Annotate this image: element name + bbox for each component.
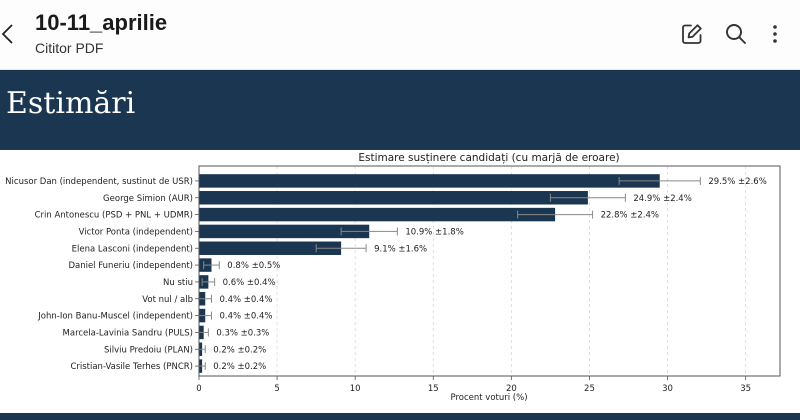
grid-lines bbox=[198, 166, 747, 376]
category-label: Elena Lasconi (independent) bbox=[72, 244, 193, 254]
y-axis: Nicusor Dan (independent, sustinut de US… bbox=[5, 177, 199, 372]
plot-frame bbox=[198, 165, 781, 377]
edit-button[interactable] bbox=[680, 22, 704, 46]
data-label: 29.5% ±2.6% bbox=[708, 177, 766, 187]
x-tick-label: 5 bbox=[274, 384, 279, 394]
x-tick-label: 15 bbox=[428, 384, 439, 394]
section-banner: Estimări bbox=[0, 70, 800, 150]
data-label: 0.6% ±0.4% bbox=[223, 278, 276, 288]
back-chevron-icon bbox=[1, 24, 13, 44]
bars bbox=[199, 174, 660, 373]
document-title: 10-11_aprilie bbox=[35, 10, 168, 35]
bar bbox=[199, 174, 660, 188]
bar bbox=[199, 224, 370, 239]
data-label: 22.8% ±2.4% bbox=[601, 211, 659, 221]
data-label: 24.9% ±2.4% bbox=[633, 194, 691, 204]
chart-title: Estimare susținere candidați (cu marjă d… bbox=[358, 152, 619, 164]
bar bbox=[199, 241, 342, 255]
x-axis: 0 5 10 15 20 25 30 35 bbox=[196, 376, 751, 394]
x-tick-label: 20 bbox=[506, 384, 517, 394]
data-label: 0.4% ±0.4% bbox=[219, 312, 272, 322]
more-vertical-icon bbox=[773, 25, 777, 43]
search-button[interactable] bbox=[724, 22, 748, 46]
bar bbox=[199, 207, 556, 222]
x-tick-label: 25 bbox=[584, 384, 595, 394]
support-estimate-chart: Estimare susținere candidați (cu marjă d… bbox=[0, 150, 800, 413]
app-header: 10-11_aprilie Cititor PDF bbox=[0, 0, 800, 70]
data-label: 0.2% ±0.2% bbox=[213, 362, 266, 372]
back-button[interactable] bbox=[0, 18, 20, 50]
bottom-band bbox=[0, 413, 800, 420]
x-axis-label: Procent voturi (%) bbox=[450, 393, 527, 403]
category-label: Crin Antonescu (PSD + PNL + UDMR) bbox=[35, 211, 193, 221]
data-label: 0.2% ±0.2% bbox=[213, 345, 266, 355]
data-label: 10.9% ±1.8% bbox=[405, 227, 463, 237]
category-label: Cristian-Vasile Terhes (PNCR) bbox=[70, 362, 193, 372]
x-tick-label: 10 bbox=[350, 384, 361, 394]
category-label: Marcela-Lavinia Sandru (PULS) bbox=[63, 328, 193, 338]
data-labels: 29.5% ±2.6% 24.9% ±2.4% 22.8% ±2.4% 10.9% ±… bbox=[213, 177, 767, 372]
search-icon bbox=[726, 24, 746, 44]
x-tick-label: 0 bbox=[196, 384, 201, 394]
chart-background bbox=[0, 150, 800, 413]
category-label: Nu stiu bbox=[163, 278, 193, 288]
edit-icon bbox=[682, 24, 702, 44]
bar bbox=[199, 191, 588, 205]
data-label: 0.8% ±0.5% bbox=[227, 261, 280, 271]
x-tick-label: 35 bbox=[740, 384, 751, 394]
app-subtitle: Cititor PDF bbox=[35, 40, 104, 56]
category-label: Nicusor Dan (independent, sustinut de US… bbox=[5, 177, 193, 187]
category-label: Victor Ponta (independent) bbox=[79, 227, 193, 237]
more-options-button[interactable] bbox=[763, 22, 787, 46]
section-title: Estimări bbox=[6, 86, 136, 121]
category-label: George Simion (AUR) bbox=[103, 194, 193, 204]
data-label: 9.1% ±1.6% bbox=[374, 244, 427, 254]
category-label: John-Ion Banu-Muscel (independent) bbox=[37, 312, 193, 322]
data-label: 0.3% ±0.3% bbox=[216, 328, 269, 338]
x-tick-label: 30 bbox=[662, 384, 673, 394]
category-label: Vot nul / alb bbox=[142, 295, 193, 305]
category-label: Daniel Funeriu (independent) bbox=[68, 261, 193, 271]
data-label: 0.4% ±0.4% bbox=[219, 295, 272, 305]
category-label: Silviu Predoiu (PLAN) bbox=[104, 345, 193, 355]
